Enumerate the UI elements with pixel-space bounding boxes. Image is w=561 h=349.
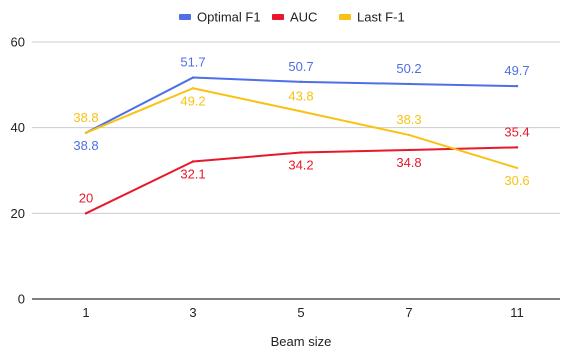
data-point	[407, 148, 411, 152]
data-point	[515, 146, 519, 149]
data-labels: 38.8 51.7 50.7 50.2 49.7 20 32.1 34.2 34.8 35.4 38…	[73, 55, 529, 206]
data-label: 35.4	[504, 124, 529, 139]
data-point	[407, 82, 411, 86]
legend-item[interactable]: AUC	[272, 10, 317, 25]
data-label: 51.7	[180, 55, 205, 70]
data-point	[84, 131, 88, 135]
legend-item[interactable]: Optimal F1	[179, 10, 261, 25]
data-point	[191, 76, 195, 79]
x-tick-label: 3	[189, 305, 196, 320]
legend-label: AUC	[290, 10, 317, 25]
y-tick-label: 40	[11, 120, 25, 135]
data-point	[407, 133, 411, 137]
data-point	[299, 151, 303, 154]
data-label: 50.2	[396, 61, 421, 76]
data-label: 38.8	[73, 138, 98, 153]
axes: 0 20 40 60 1 3 5 7 11	[11, 35, 560, 320]
legend-swatch	[339, 14, 351, 20]
data-label: 30.6	[504, 173, 529, 188]
x-tick-label: 7	[405, 305, 412, 320]
series-lines	[84, 76, 519, 215]
data-point	[299, 80, 303, 84]
legend-swatch	[179, 14, 191, 20]
x-tick-label: 5	[297, 305, 304, 320]
data-point	[191, 160, 195, 163]
data-label: 50.7	[288, 59, 313, 74]
legend-label: Optimal F1	[197, 10, 261, 25]
legend-swatch	[272, 14, 284, 20]
y-tick-label: 0	[18, 292, 25, 307]
x-tick-label: 11	[510, 305, 524, 320]
data-label: 38.8	[73, 110, 98, 125]
data-label: 34.2	[288, 158, 313, 173]
grid-lines	[32, 41, 560, 214]
data-label: 38.3	[396, 112, 421, 127]
data-point	[299, 110, 303, 113]
data-point	[84, 212, 88, 215]
legend-label: Last F-1	[357, 10, 405, 25]
data-label: 43.8	[288, 88, 313, 103]
legend-item[interactable]: Last F-1	[339, 10, 405, 25]
legend[interactable]: Optimal F1 AUC Last F-1	[179, 10, 405, 25]
x-tick-label: 1	[82, 305, 89, 320]
y-tick-label: 60	[11, 35, 25, 50]
y-tick-label: 20	[11, 206, 25, 221]
data-label: 20	[79, 190, 93, 205]
x-axis-title: Beam size	[271, 334, 332, 349]
data-label: 34.8	[396, 155, 421, 170]
data-label: 49.2	[180, 93, 205, 108]
data-label: 32.1	[180, 167, 205, 182]
data-point	[191, 87, 195, 90]
data-point	[515, 166, 519, 170]
data-label: 49.7	[504, 63, 529, 78]
data-point	[515, 84, 519, 88]
